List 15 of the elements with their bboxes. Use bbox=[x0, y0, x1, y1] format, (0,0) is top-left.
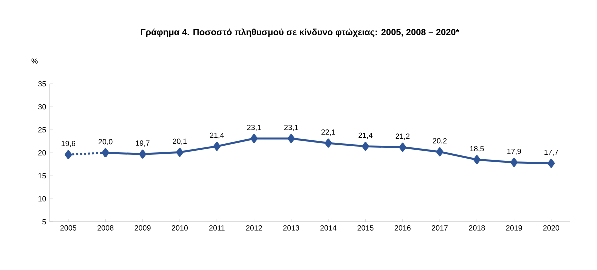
point bbox=[436, 148, 444, 157]
point bbox=[548, 159, 556, 168]
point bbox=[64, 150, 72, 160]
point bbox=[362, 142, 370, 152]
point bbox=[214, 142, 221, 152]
point bbox=[399, 142, 406, 152]
point bbox=[510, 158, 518, 168]
point bbox=[250, 134, 258, 144]
point bbox=[288, 134, 296, 144]
point bbox=[474, 155, 481, 164]
point bbox=[176, 148, 184, 158]
point bbox=[102, 148, 110, 158]
chart-title: Γράφημα 4. Ποσοστό πληθυσμού σε κίνδυνο φτώχειας: 2005, 2008 – 2020* bbox=[141, 28, 460, 38]
point bbox=[324, 138, 332, 148]
point bbox=[139, 150, 146, 159]
